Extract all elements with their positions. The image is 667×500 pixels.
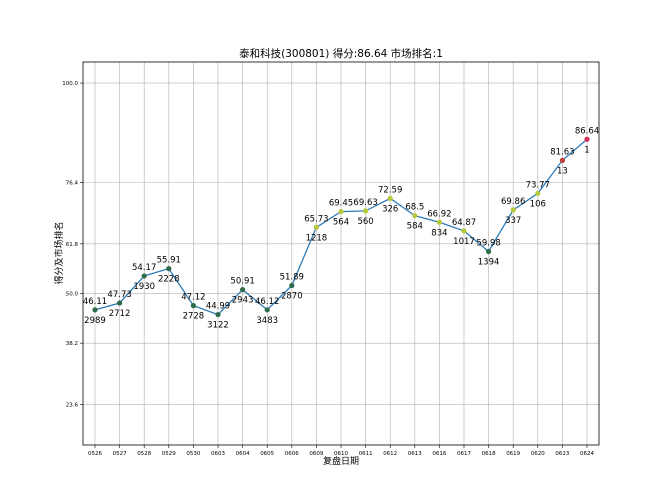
score-value-label: 44.99: [206, 302, 230, 312]
y-axis-label: 得分及市场排名: [53, 221, 65, 284]
data-point-marker: [387, 195, 393, 202]
data-point-marker: [363, 208, 369, 214]
x-tick-label: 0529: [162, 451, 176, 457]
score-value-label: 54.17: [132, 263, 156, 273]
y-tick-label: 100.0: [62, 81, 78, 87]
data-point-marker: [510, 207, 516, 213]
x-tick-label: 0617: [457, 451, 471, 457]
score-value-label: 46.12: [255, 297, 279, 307]
score-markers: [92, 136, 590, 318]
data-point-marker: [338, 209, 344, 215]
x-tick-label: 0623: [555, 451, 569, 457]
x-tick-label: 0612: [383, 451, 397, 457]
rank-value-label: 2228: [158, 275, 180, 285]
x-tick-label: 0530: [186, 451, 200, 457]
rank-value-label: 1930: [133, 282, 155, 292]
score-value-label: 73.77: [526, 180, 550, 190]
score-value-label: 86.64: [575, 126, 599, 136]
rank-value-label: 1: [584, 145, 589, 155]
x-axis-ticks: 0526 0527 0528 0529 0530 0603 0604 0605 0606 0609…: [88, 445, 594, 457]
data-labels: 46.11 2989 47.73 2712 54.17 1930 55.91 222847.1…: [83, 126, 599, 330]
score-value-label: 59.98: [476, 238, 500, 248]
score-value-label: 68.5: [405, 203, 424, 213]
y-tick-label: 23.6: [66, 403, 79, 409]
rank-value-label: 834: [431, 228, 447, 238]
rank-value-label: 584: [407, 222, 423, 232]
x-tick-label: 0603: [211, 451, 225, 457]
x-tick-label: 0616: [432, 451, 446, 457]
rank-value-label: 1017: [453, 237, 475, 247]
y-tick-label: 38.2: [66, 341, 78, 347]
score-value-label: 81.63: [550, 147, 574, 157]
data-point-marker: [412, 213, 418, 219]
score-value-label: 69.63: [353, 198, 377, 208]
data-point-marker: [117, 300, 123, 306]
rank-value-label: 2728: [183, 312, 205, 322]
data-point-marker: [461, 228, 467, 234]
score-value-label: 50.91: [230, 277, 254, 287]
rank-value-label: 2712: [109, 309, 131, 319]
data-point-marker: [584, 136, 590, 142]
x-tick-label: 0613: [408, 451, 422, 457]
rank-value-label: 1394: [478, 257, 500, 267]
rank-value-label: 13: [557, 166, 568, 176]
rank-value-label: 3122: [207, 321, 229, 331]
score-value-label: 69.86: [501, 197, 525, 207]
rank-value-label: 326: [382, 204, 398, 214]
score-value-label: 47.12: [181, 293, 205, 303]
y-axis-ticks: 23.6 38.2 50.0 61.8 76.4 100.0: [62, 81, 83, 409]
score-value-label: 47.73: [107, 290, 131, 300]
data-point-marker: [166, 266, 172, 272]
score-value-label: 46.11: [83, 297, 107, 307]
chart-title: 泰和科技(300801) 得分:86.64 市场排名:1: [239, 47, 443, 60]
score-value-label: 65.73: [304, 214, 328, 224]
data-point-marker: [141, 273, 147, 279]
data-point-marker: [535, 190, 541, 197]
rank-value-label: 2943: [232, 296, 254, 306]
rank-value-label: 2870: [281, 292, 303, 302]
rank-value-label: 560: [357, 217, 373, 227]
data-point-marker: [240, 287, 246, 293]
data-point-marker: [313, 224, 319, 230]
x-tick-label: 0609: [309, 451, 323, 457]
x-tick-label: 0611: [359, 451, 373, 457]
x-axis-label: 复盘日期: [323, 455, 359, 467]
x-tick-label: 0604: [236, 451, 250, 457]
rank-value-label: 564: [333, 218, 349, 228]
data-point-marker: [559, 157, 566, 163]
x-tick-label: 0527: [113, 451, 127, 457]
data-point-marker: [289, 282, 295, 289]
rank-value-label: 3483: [256, 316, 278, 326]
score-value-label: 66.92: [427, 209, 451, 219]
score-value-label: 51.89: [280, 273, 304, 283]
x-tick-label: 0619: [506, 451, 520, 457]
x-tick-label: 0618: [482, 451, 496, 457]
x-tick-label: 0606: [285, 451, 299, 457]
x-tick-label: 0620: [531, 451, 545, 457]
x-tick-label: 0528: [137, 451, 151, 457]
data-point-marker: [190, 303, 196, 309]
x-tick-label: 0610: [334, 451, 348, 457]
score-value-label: 64.87: [452, 218, 476, 228]
rank-value-label: 106: [530, 199, 546, 209]
x-tick-label: 0624: [580, 451, 594, 457]
data-point-marker: [92, 307, 98, 313]
data-point-marker: [486, 248, 492, 255]
score-value-label: 55.91: [157, 256, 181, 266]
y-tick-label: 76.4: [66, 180, 79, 186]
x-tick-label: 0526: [88, 451, 102, 457]
data-point-marker: [436, 219, 442, 225]
data-point-marker: [264, 307, 270, 313]
rank-value-label: 1218: [306, 233, 328, 243]
score-value-label: 69.45: [329, 199, 353, 209]
rank-value-label: 2989: [84, 316, 106, 326]
data-point-marker: [215, 311, 221, 318]
y-tick-label: 50.0: [66, 291, 79, 297]
grid: [83, 62, 599, 445]
x-tick-label: 0605: [260, 451, 274, 457]
y-tick-label: 61.8: [66, 242, 79, 248]
rank-value-label: 337: [505, 216, 521, 226]
score-value-label: 72.59: [378, 185, 402, 195]
